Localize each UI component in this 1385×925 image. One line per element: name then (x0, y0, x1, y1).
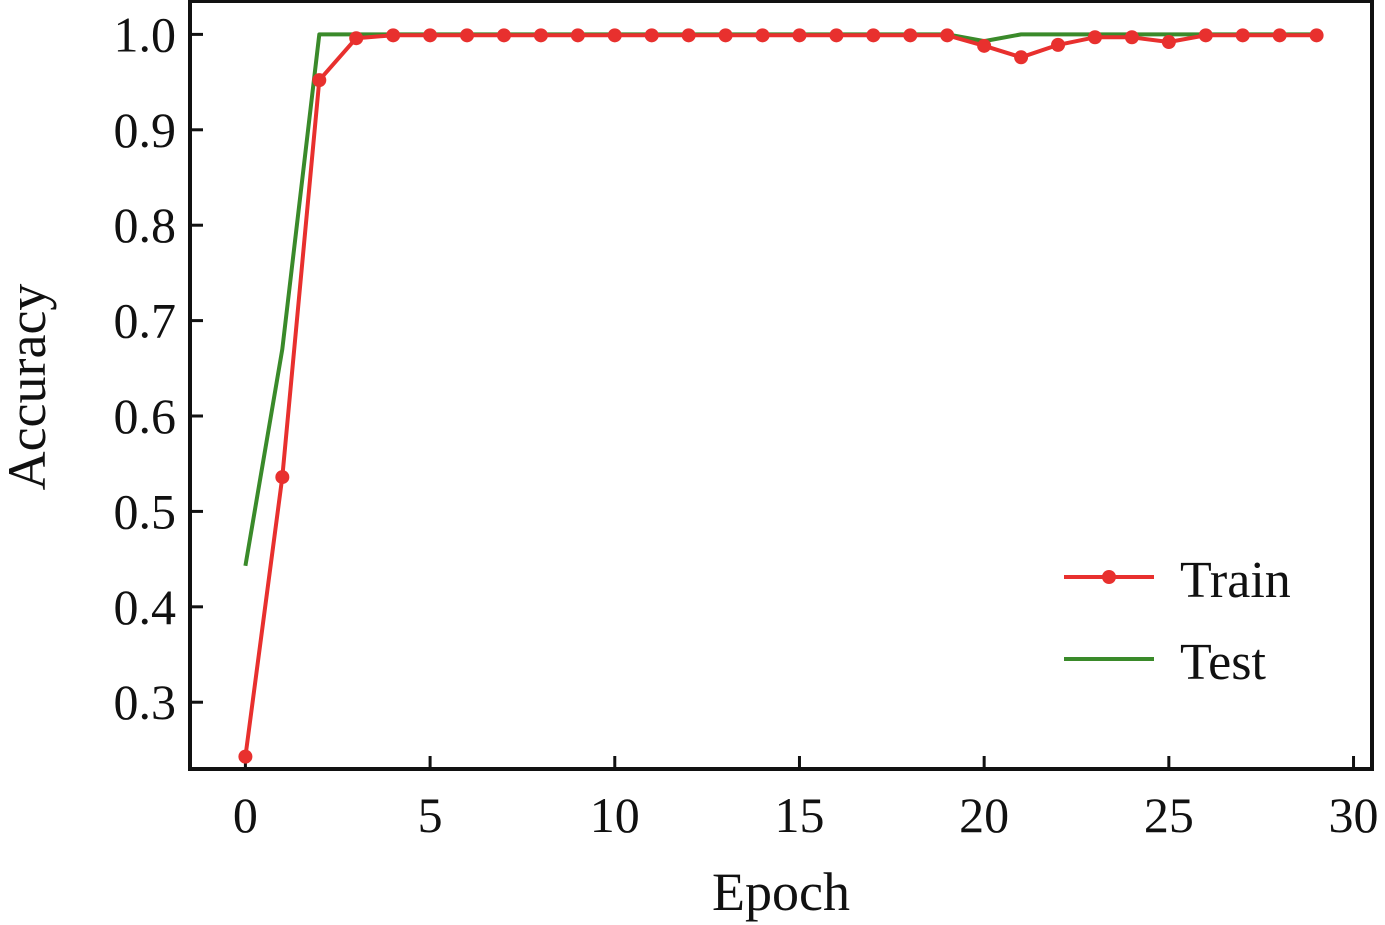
series-train (238, 28, 1324, 764)
series-train-point (386, 28, 401, 43)
y-axis-ticks: 0.3 0.4 0.5 0.6 0.7 0.8 0.9 1.0 (114, 6, 203, 730)
series-train-point (533, 28, 548, 43)
series-train-point (496, 28, 511, 43)
series-train-line (243, 33, 1317, 757)
series-train-point (903, 28, 918, 43)
series-train-point (1272, 28, 1287, 43)
series-train-point (866, 28, 881, 43)
y-tick-label: 0.4 (114, 579, 177, 635)
series-train-point (349, 31, 364, 46)
series-train-point (460, 28, 475, 43)
legend: Train Test (1064, 552, 1291, 691)
series-train-point (238, 749, 253, 764)
plot-frame (188, 0, 1374, 771)
legend-test-label: Test (1180, 634, 1266, 691)
x-tick-label: 0 (233, 787, 258, 843)
y-tick-label: 0.9 (114, 102, 177, 158)
x-tick-label: 25 (1144, 787, 1194, 843)
series-train-point (275, 470, 290, 485)
series-train-point (977, 38, 992, 53)
series-train-point (940, 28, 955, 43)
x-axis-ticks: 0 5 10 15 20 25 30 (233, 756, 1379, 843)
series-train-point (755, 28, 770, 43)
series-test-line (243, 32, 1317, 567)
series-train-point (792, 28, 807, 43)
x-tick-label: 30 (1329, 787, 1379, 843)
series-train-point (1124, 30, 1139, 45)
y-tick-label: 0.7 (114, 293, 177, 349)
series-layer (238, 28, 1324, 764)
series-train-point (1014, 50, 1029, 65)
series-train-point (1309, 28, 1324, 43)
series-train-point (1051, 37, 1066, 52)
series-train-point (644, 28, 659, 43)
legend-train-marker (1102, 570, 1116, 584)
x-tick-label: 20 (959, 787, 1009, 843)
y-tick-label: 1.0 (114, 6, 177, 62)
legend-train-label: Train (1180, 552, 1291, 609)
series-train-point (312, 73, 327, 88)
x-tick-label: 10 (590, 787, 640, 843)
series-train-point (829, 28, 844, 43)
series-train-point (607, 28, 622, 43)
x-axis-label: Epoch (712, 862, 850, 922)
y-tick-label: 0.6 (114, 388, 177, 444)
series-train-point (423, 28, 438, 43)
x-tick-label: 15 (774, 787, 824, 843)
series-train-point (1235, 28, 1250, 43)
series-train-point (1198, 28, 1213, 43)
series-train-point (1087, 30, 1102, 45)
y-tick-label: 0.3 (114, 674, 177, 730)
x-tick-label: 5 (418, 787, 443, 843)
y-tick-label: 0.5 (114, 483, 177, 539)
series-test (243, 32, 1317, 567)
y-tick-label: 0.8 (114, 197, 177, 253)
series-train-point (1161, 35, 1176, 50)
series-train-point (718, 28, 733, 43)
y-axis-label: Accuracy (0, 284, 57, 491)
series-train-point (570, 28, 585, 43)
series-train-point (681, 28, 696, 43)
